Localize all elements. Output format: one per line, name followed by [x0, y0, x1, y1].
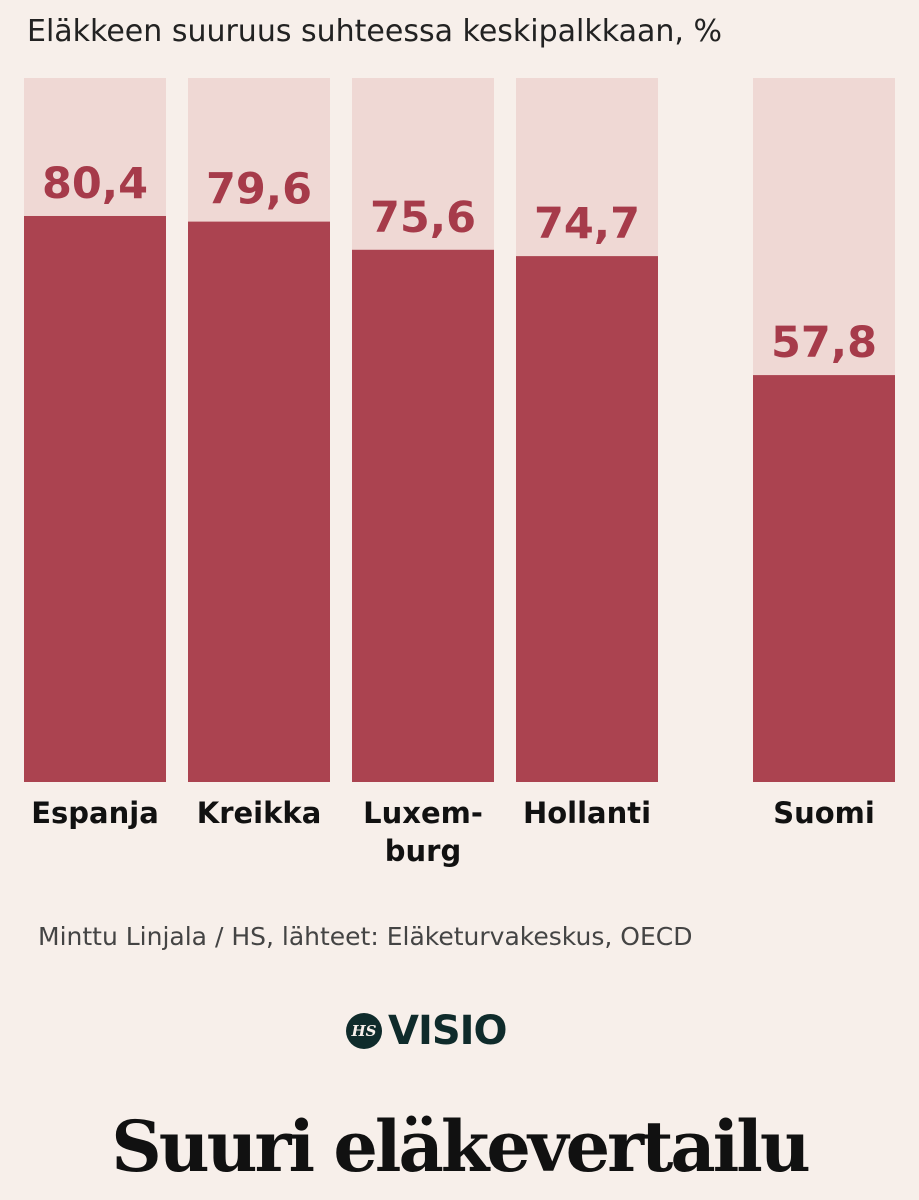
value-label: 57,8 [771, 318, 877, 368]
visio-wordmark: VISIO [388, 1008, 508, 1054]
bar [188, 221, 330, 783]
category-label: Espanja [31, 796, 159, 830]
headline: Suuri eläkevertailu [111, 1105, 811, 1188]
category-label: Hollanti [523, 796, 651, 830]
source-credit: Minttu Linjala / HS, lähteet: Eläketurva… [38, 922, 693, 951]
value-label: 74,7 [534, 199, 640, 249]
bar [24, 215, 166, 782]
bar [516, 256, 658, 782]
value-label: 80,4 [42, 159, 148, 209]
bar [352, 249, 494, 782]
category-label: Kreikka [197, 796, 322, 830]
category-label: Suomi [773, 796, 875, 830]
value-label: 75,6 [370, 193, 476, 243]
value-label: 79,6 [206, 165, 312, 215]
hs-badge-icon: HS [346, 1013, 382, 1049]
hs-visio-logo: HS VISIO [346, 1008, 508, 1054]
bar-chart: 80,4 Espanja 79,6 Kreikka 75,6 Luxem-burg 74,7… [24, 78, 895, 868]
bar [753, 375, 895, 782]
category-label: Luxem-burg [363, 796, 483, 868]
chart-subtitle: Eläkkeen suuruus suhteessa keskipalkkaan… [27, 14, 722, 49]
